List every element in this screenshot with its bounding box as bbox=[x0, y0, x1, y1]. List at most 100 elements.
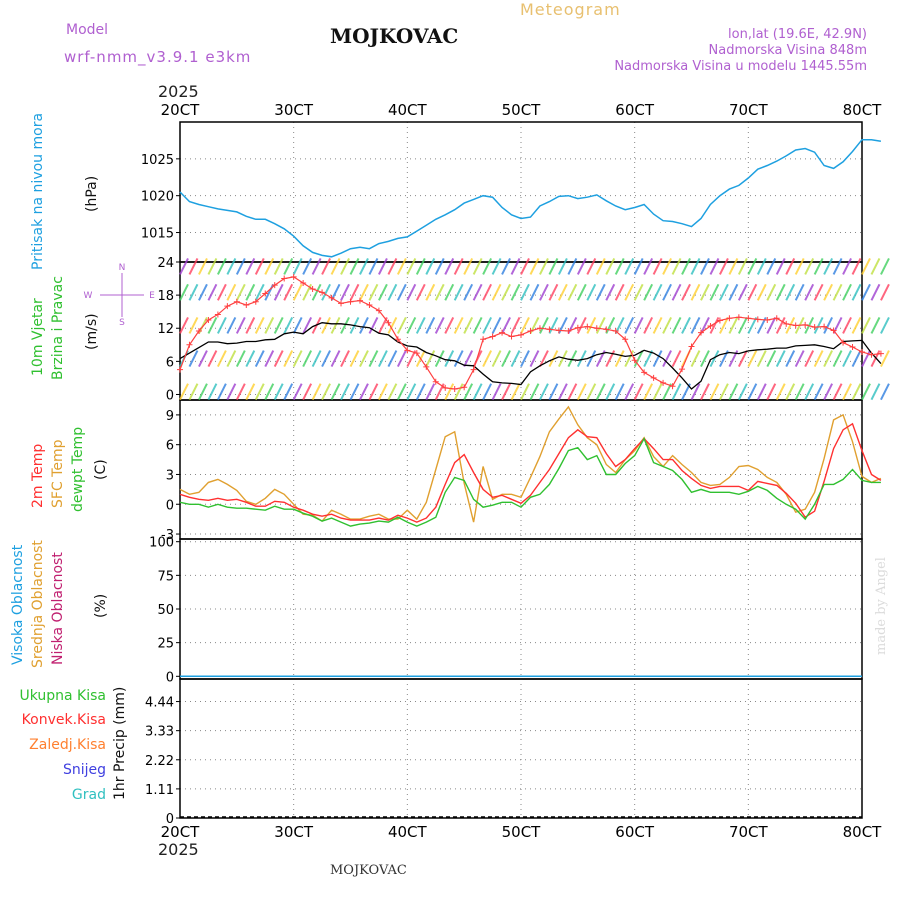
wind-gust-marker bbox=[262, 290, 269, 297]
temp-title-2m: 2m Temp bbox=[30, 444, 46, 508]
wind-barb bbox=[491, 283, 502, 301]
ytick-label: 25 bbox=[157, 637, 174, 652]
wind-barb bbox=[719, 283, 729, 301]
wind-barb bbox=[482, 383, 493, 401]
wind-barb bbox=[273, 350, 284, 368]
wind-barb bbox=[719, 257, 729, 275]
wind-barb bbox=[539, 317, 549, 334]
wind-gust-marker bbox=[233, 298, 240, 305]
wind-barb bbox=[264, 350, 275, 368]
wind-barb bbox=[842, 383, 852, 401]
wind-barb bbox=[842, 283, 852, 301]
wind-barb bbox=[813, 257, 824, 275]
wind-barb bbox=[529, 257, 540, 275]
wind-barb bbox=[775, 350, 786, 368]
wind-gust-marker bbox=[821, 323, 828, 330]
wind-barb bbox=[340, 383, 350, 401]
wind-barb bbox=[756, 257, 767, 275]
temp-2m-line bbox=[179, 422, 882, 523]
wind-barb bbox=[198, 383, 208, 401]
wind-barb bbox=[576, 350, 587, 368]
wind-barb bbox=[861, 317, 871, 334]
wind-barb bbox=[340, 317, 350, 334]
wind-barb bbox=[785, 317, 796, 334]
wind-barb bbox=[813, 350, 824, 368]
ytick-label: 18 bbox=[157, 289, 174, 304]
wind-barb bbox=[245, 350, 256, 368]
wind-barb bbox=[548, 257, 559, 275]
wind-barb bbox=[482, 257, 493, 275]
ytick-label: 1020 bbox=[141, 190, 174, 205]
wind-gust-marker bbox=[641, 369, 648, 376]
model-value: wrf-nmm_v3.9.1 e3km bbox=[64, 48, 251, 67]
wind-gust-marker bbox=[679, 366, 686, 373]
wind-barb bbox=[283, 350, 294, 368]
wind-barb bbox=[406, 283, 417, 301]
wind-barb bbox=[434, 317, 445, 334]
wind-barb bbox=[453, 317, 464, 334]
xtick-label-top: 30CT bbox=[274, 101, 314, 119]
wind-barb bbox=[804, 257, 815, 275]
wind-barb bbox=[851, 257, 862, 275]
xtick-label-top: 60CT bbox=[615, 101, 655, 119]
wind-barb bbox=[662, 350, 672, 368]
wind-barb bbox=[226, 317, 237, 334]
wind-barb bbox=[681, 317, 691, 334]
ytick-label: 2.22 bbox=[145, 754, 174, 769]
wind-barb bbox=[700, 257, 710, 275]
wind-gust-marker bbox=[271, 282, 278, 289]
wind-barb bbox=[624, 383, 635, 401]
wind-barb bbox=[444, 317, 455, 334]
wind-barb bbox=[785, 383, 796, 401]
wind-barb bbox=[349, 383, 360, 401]
wind-barb bbox=[453, 257, 464, 275]
wind-barb bbox=[292, 350, 303, 368]
wind-barb bbox=[463, 350, 474, 368]
year-top: 2025 bbox=[158, 82, 199, 101]
wind-gust-marker bbox=[451, 385, 458, 392]
wind-barb bbox=[671, 383, 682, 401]
wind-barb bbox=[643, 383, 654, 401]
wind-barb bbox=[302, 317, 313, 334]
precip-unit: 1hr Precip (mm) bbox=[112, 687, 128, 800]
xtick-label-bottom: 40CT bbox=[388, 823, 428, 841]
wind-barb bbox=[463, 257, 474, 275]
wind-barb bbox=[273, 283, 284, 301]
wind-barb bbox=[235, 383, 246, 401]
wind-barb bbox=[529, 383, 540, 401]
wind-gust-marker bbox=[622, 336, 629, 343]
wind-barb bbox=[690, 350, 701, 368]
wind-barb bbox=[842, 317, 852, 334]
wind-barb bbox=[378, 257, 388, 275]
wind-barb bbox=[775, 317, 786, 334]
xtick-label-top: 40CT bbox=[388, 101, 428, 119]
wind-barb bbox=[198, 257, 208, 275]
wind-barb bbox=[823, 350, 834, 368]
wind-barb bbox=[510, 317, 521, 334]
wind-barb bbox=[179, 283, 189, 301]
wind-barb bbox=[766, 350, 777, 368]
wind-barb bbox=[813, 283, 824, 301]
wind-gust-marker bbox=[432, 378, 439, 385]
wind-gust-marker bbox=[518, 331, 524, 338]
wind-barb bbox=[491, 317, 502, 334]
wind-barb bbox=[557, 283, 568, 301]
wind-barb bbox=[794, 257, 805, 275]
wind-gust-marker bbox=[442, 384, 449, 391]
ytick-label: 4.44 bbox=[145, 696, 174, 711]
wind-barb bbox=[643, 350, 654, 368]
wind-barb bbox=[491, 383, 502, 401]
wind-gust-marker bbox=[688, 343, 695, 350]
ytick-label: 1015 bbox=[141, 227, 174, 242]
wind-barb bbox=[520, 350, 530, 368]
wind-barb bbox=[472, 383, 483, 401]
xtick-label-bottom: 70CT bbox=[729, 823, 769, 841]
wind-barb bbox=[586, 350, 597, 368]
wind-barb bbox=[273, 257, 284, 275]
wind-barb bbox=[624, 257, 635, 275]
wind-barb bbox=[576, 257, 587, 275]
wind-barb bbox=[737, 383, 748, 401]
wind-barb bbox=[681, 257, 691, 275]
wind-barb bbox=[737, 257, 748, 275]
wind-barb bbox=[463, 383, 474, 401]
